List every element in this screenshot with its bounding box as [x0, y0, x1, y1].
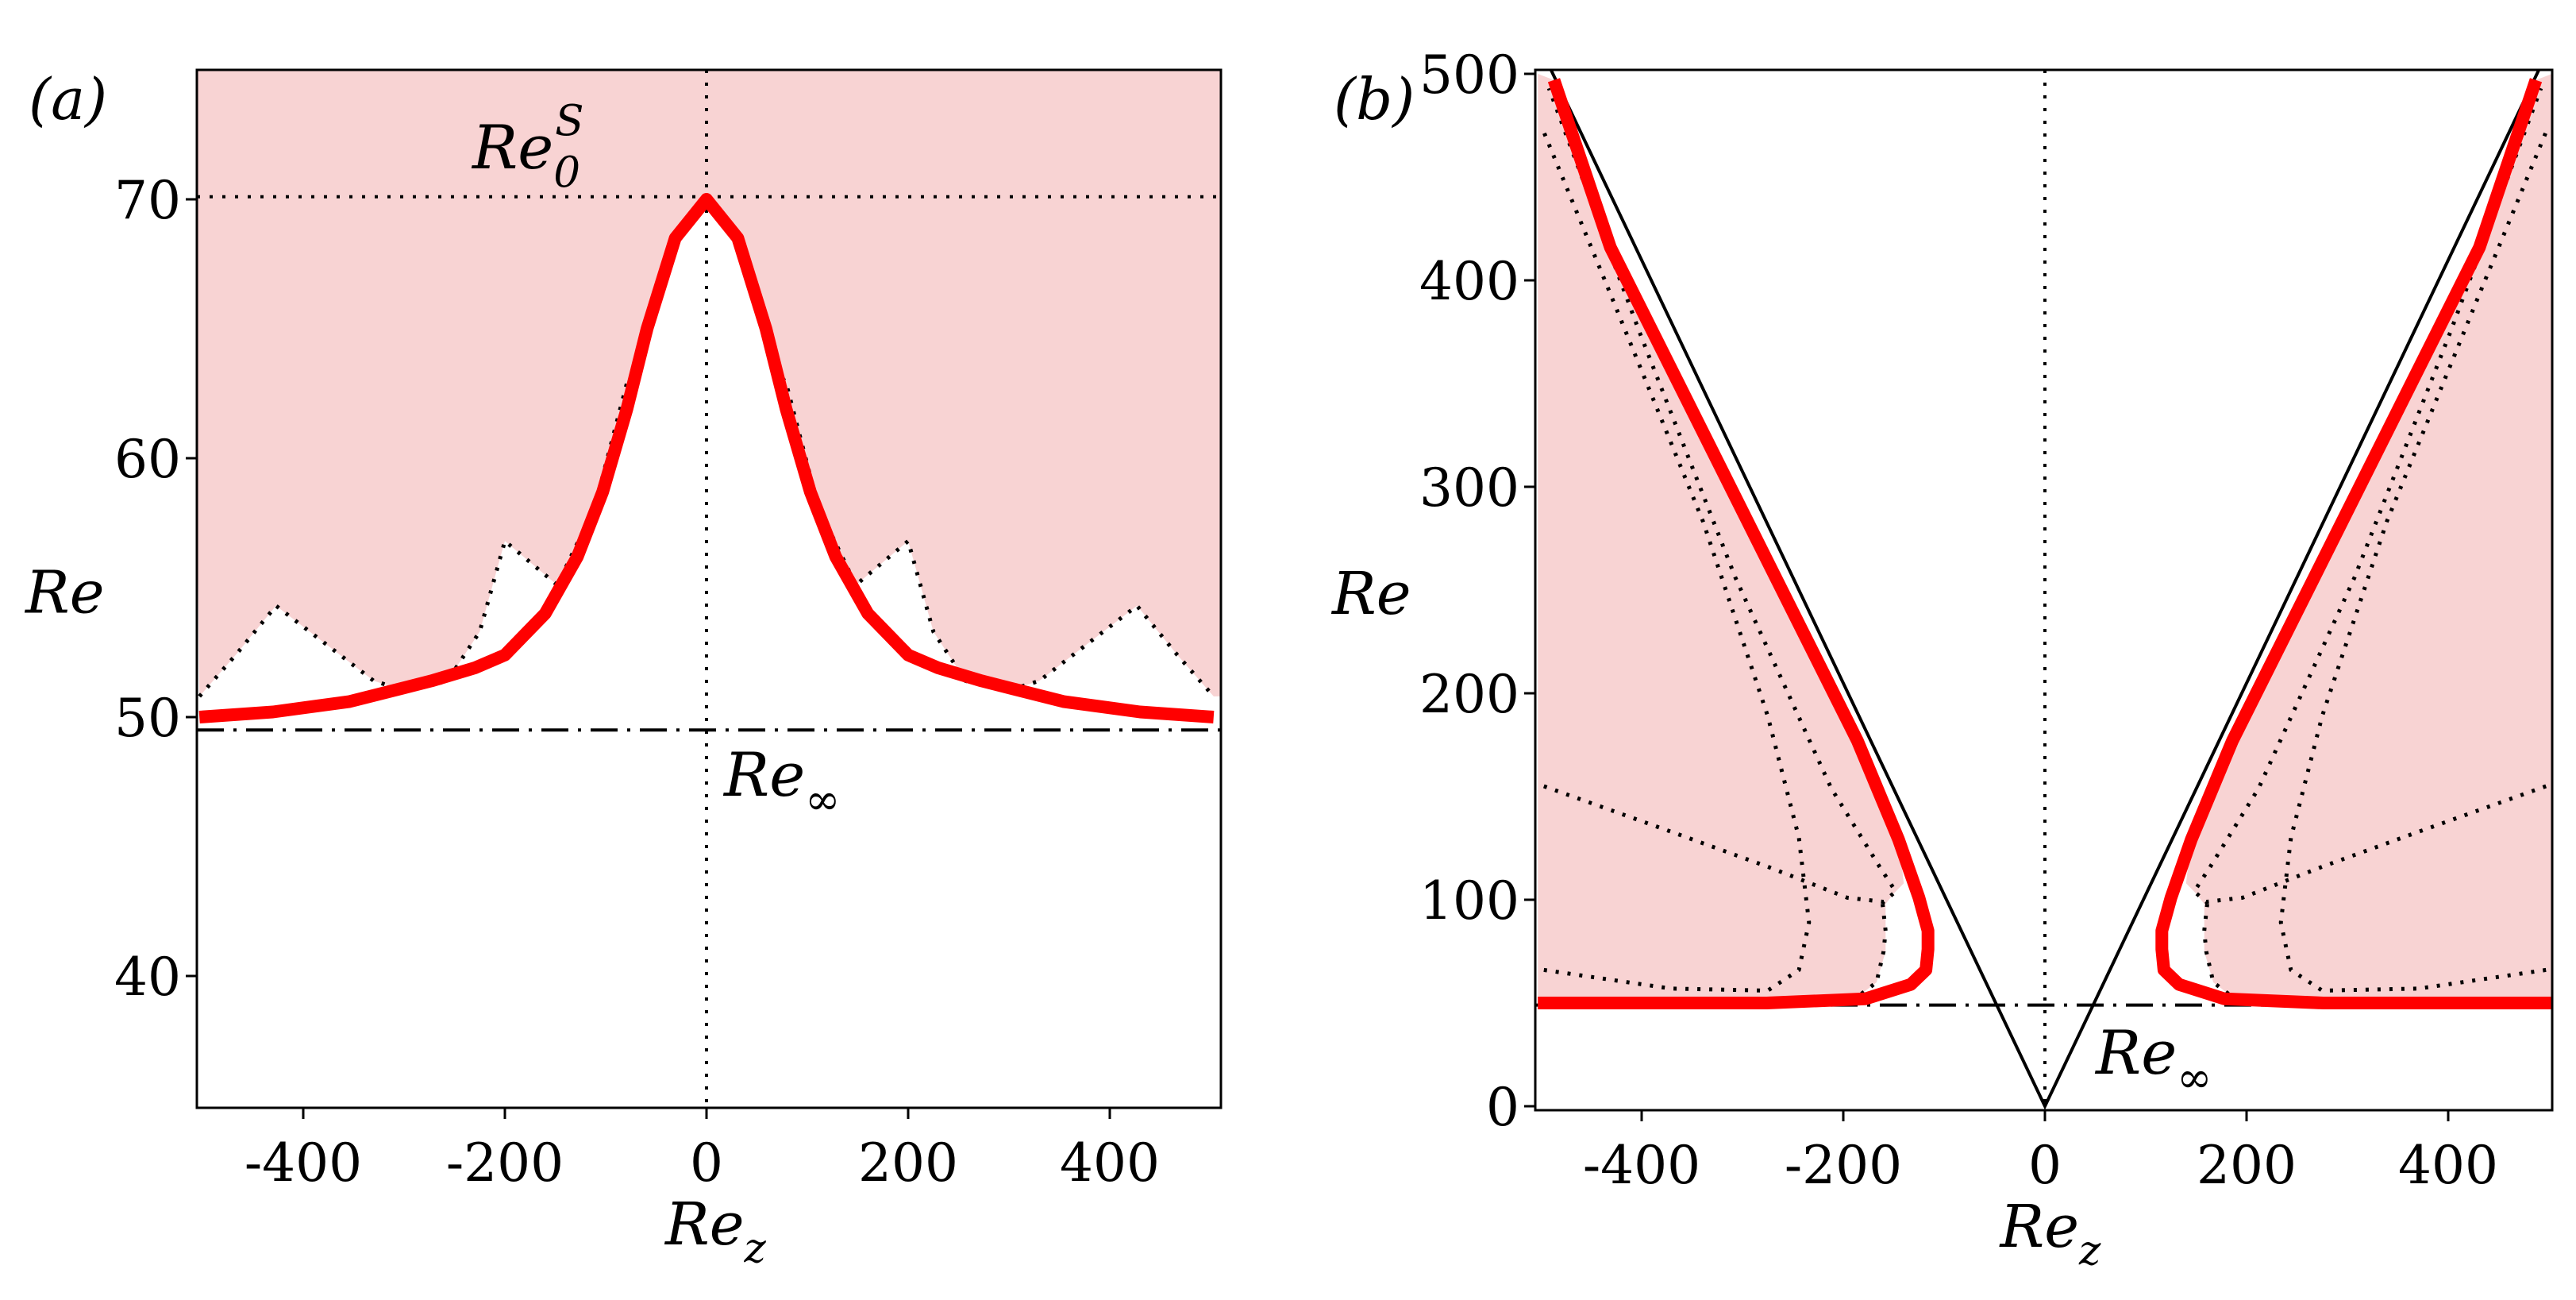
y-tick-label: 60 — [114, 429, 181, 490]
stable-region-shade-left — [1538, 74, 1904, 1003]
x-tick-label: 0 — [2028, 1135, 2062, 1196]
y-tick-label: 500 — [1419, 44, 1519, 106]
red-curve-right — [2155, 78, 2552, 1009]
x-tick-label: -200 — [1785, 1135, 1902, 1196]
dotted-curve-1-right — [2191, 87, 2547, 905]
panel-label: (a) — [29, 66, 107, 133]
re-inf-label: Re∞ — [722, 739, 841, 824]
plot-frame — [195, 68, 1223, 1109]
x-tick-label: -200 — [446, 1132, 564, 1194]
y-tick-label: 0 — [1486, 1077, 1519, 1138]
x-tick-label: 200 — [858, 1132, 958, 1194]
x-axis-label: Rez — [1999, 1193, 2102, 1275]
stable-region-shade — [197, 70, 1221, 696]
panel-b: -400 -200 0 200 400 0 100 200 300 400 500 Rez Re (b) R… — [1330, 44, 2554, 1275]
re0s-label: Re0S — [471, 96, 584, 197]
panel-label: (b) — [1334, 66, 1415, 133]
re-inf-label: Re∞ — [2094, 1017, 2212, 1102]
stable-region-shade-right — [2185, 74, 2552, 1003]
x-axis-label: Rez — [664, 1190, 767, 1272]
y-axis-label: Re — [24, 559, 105, 627]
v-boundary-lines — [1549, 70, 2541, 1110]
plot-area — [1535, 70, 2552, 1110]
x-tick-label: 0 — [690, 1132, 723, 1194]
y-tick-label: 40 — [114, 947, 181, 1008]
y-tick-label: 50 — [114, 688, 181, 749]
y-tick-label: 200 — [1419, 664, 1519, 725]
x-tick-label: 400 — [1060, 1132, 1160, 1194]
x-tick-label: 400 — [2398, 1135, 2498, 1196]
dotted-curve-1-left — [1542, 87, 1899, 905]
red-curve — [198, 193, 1215, 723]
x-tick-label: -400 — [245, 1132, 362, 1194]
red-curve-left — [1538, 78, 1935, 1009]
y-tick-label: 70 — [114, 170, 181, 231]
panel-a: -400 -200 0 200 400 40 50 60 70 Rez Re (a) Re0S Re∞ — [24, 66, 1223, 1272]
x-tick-label: -400 — [1583, 1135, 1700, 1196]
plot-area — [197, 70, 1221, 1108]
y-tick-label: 100 — [1419, 870, 1519, 932]
y-tick-label: 300 — [1419, 457, 1519, 519]
x-tick-label: 200 — [2197, 1135, 2297, 1196]
plot-frame — [1534, 68, 2554, 1112]
y-tick-label: 400 — [1419, 251, 1519, 312]
y-axis-label: Re — [1330, 560, 1411, 628]
